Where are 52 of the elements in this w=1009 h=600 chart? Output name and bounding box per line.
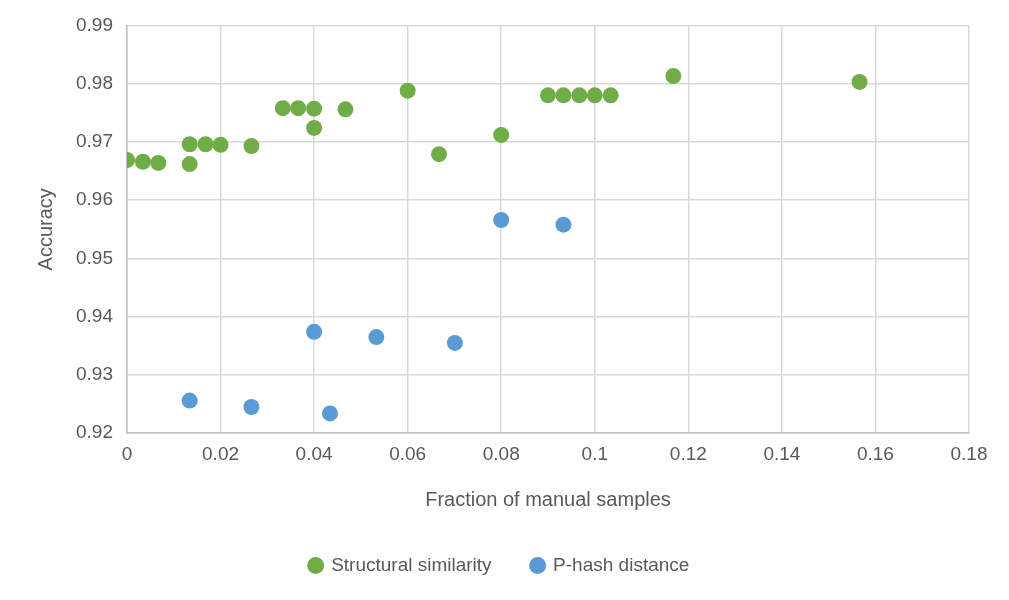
y-tick-label: 0.92 bbox=[76, 421, 113, 443]
point bbox=[555, 216, 572, 233]
point bbox=[212, 136, 229, 153]
point bbox=[399, 82, 416, 99]
x-tick-label: 0.1 bbox=[581, 442, 608, 464]
point bbox=[602, 87, 619, 104]
point bbox=[337, 101, 354, 118]
x-tick-label: 0 bbox=[121, 442, 133, 464]
point bbox=[181, 392, 198, 409]
point bbox=[555, 87, 572, 104]
point bbox=[539, 87, 556, 104]
y-tick-label: 0.93 bbox=[76, 363, 113, 385]
y-tick-label: 0.98 bbox=[76, 71, 113, 93]
point bbox=[306, 323, 323, 340]
point bbox=[306, 119, 323, 136]
point bbox=[431, 146, 447, 163]
legend-label: P-hash distance bbox=[553, 553, 690, 575]
point bbox=[197, 136, 214, 153]
point bbox=[243, 398, 260, 415]
x-tick-label: 0.04 bbox=[295, 442, 334, 464]
x-tick-label: 0.14 bbox=[763, 442, 801, 464]
point bbox=[493, 126, 510, 143]
point bbox=[181, 136, 198, 153]
point bbox=[150, 154, 167, 171]
y-tick-label: 0.96 bbox=[76, 188, 113, 210]
point bbox=[851, 73, 868, 90]
point bbox=[181, 156, 198, 173]
point bbox=[306, 100, 323, 117]
point bbox=[665, 68, 682, 85]
y-tick-label: 0.94 bbox=[76, 304, 114, 326]
point bbox=[493, 211, 510, 228]
y-tick-label: 0.97 bbox=[76, 130, 113, 152]
point bbox=[274, 100, 291, 117]
x-tick-label: 0.12 bbox=[669, 442, 707, 464]
x-axis-title: Fraction of manual samples bbox=[425, 487, 671, 510]
point bbox=[322, 405, 338, 422]
x-tick-label: 0.08 bbox=[482, 442, 520, 464]
point bbox=[368, 329, 385, 346]
y-tick-label: 0.95 bbox=[76, 246, 113, 268]
point bbox=[586, 87, 603, 104]
point bbox=[446, 334, 463, 351]
x-tick-label: 0.02 bbox=[202, 442, 240, 464]
point bbox=[134, 153, 151, 170]
y-tick-label: 0.99 bbox=[76, 13, 113, 35]
point bbox=[571, 87, 588, 104]
x-tick-label: 0.16 bbox=[856, 442, 894, 464]
legend-label: Structural similarity bbox=[331, 553, 493, 575]
point bbox=[290, 100, 307, 117]
y-axis-title: Accuracy bbox=[33, 188, 56, 271]
x-tick-label: 0.18 bbox=[950, 442, 988, 464]
x-tick-label: 0.06 bbox=[389, 442, 427, 464]
point bbox=[243, 137, 260, 154]
